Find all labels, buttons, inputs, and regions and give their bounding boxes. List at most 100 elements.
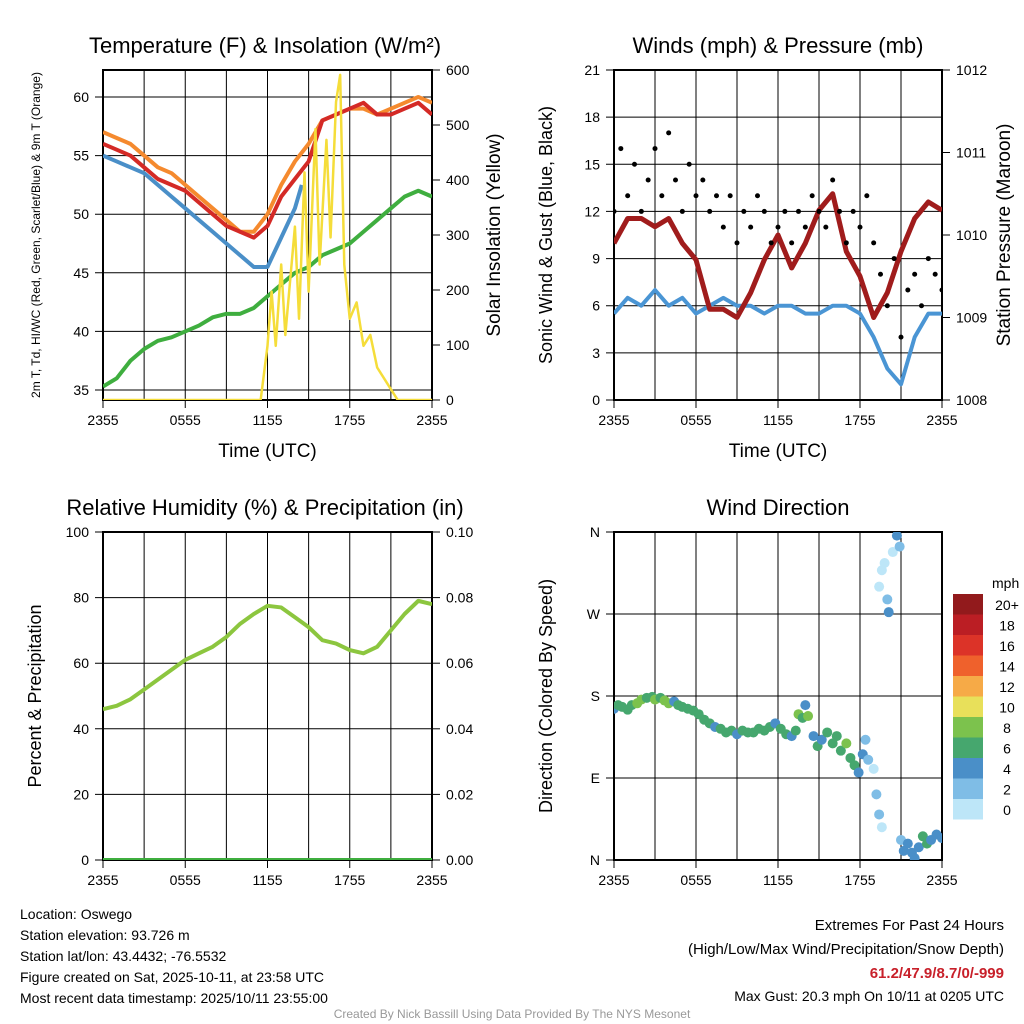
wind-direction-point <box>887 547 898 558</box>
gust-point <box>693 193 699 199</box>
gust-point <box>632 161 637 167</box>
x-tick-label: 0555 <box>170 872 201 888</box>
y-tick-label: N <box>590 524 600 540</box>
plot-frame <box>613 531 943 861</box>
wind-direction-point <box>902 838 913 849</box>
series-line-relative-humidity <box>103 598 432 712</box>
wind-direction-point <box>917 831 928 842</box>
legend-swatch <box>953 778 983 799</box>
gust-point <box>614 208 617 214</box>
x-tick-label: 0555 <box>170 412 201 428</box>
series-line-station-pressure <box>614 191 942 320</box>
x-tick-label: 1755 <box>844 872 875 888</box>
wind-direction-point <box>871 789 882 800</box>
plot-frame <box>613 69 943 401</box>
legend-label: 2 <box>1003 782 1011 798</box>
elevation-text: Station elevation: 93.726 m <box>20 927 190 943</box>
y-tick-label: 55 <box>73 148 89 164</box>
series-line-solar-insolation <box>103 73 432 400</box>
y-tick-label: W <box>587 606 601 622</box>
y2-tick-label: 100 <box>446 337 470 353</box>
wind-direction-point <box>803 711 814 722</box>
gust-point <box>625 193 631 199</box>
plot-frame <box>102 69 433 401</box>
series-group <box>103 73 432 400</box>
gust-point <box>898 334 904 340</box>
legend-swatch <box>953 676 983 697</box>
legend-label: 10 <box>999 700 1015 716</box>
legend-label: 18 <box>999 618 1015 634</box>
gust-point <box>638 208 644 214</box>
y2-tick-label: 300 <box>446 227 470 243</box>
extremes-title: Extremes For Past 24 Hours <box>814 917 1004 934</box>
extremes-subtitle: (High/Low/Max Wind/Precipitation/Snow De… <box>688 941 1004 958</box>
gust-point <box>884 303 890 309</box>
wind-direction-point <box>827 738 838 749</box>
panel-title: Winds (mph) & Pressure (mb) <box>633 33 924 58</box>
legend-swatch <box>953 799 983 820</box>
wind-direction-point <box>909 853 920 860</box>
wind-direction-point <box>891 532 902 541</box>
y-tick-label: 3 <box>592 345 600 361</box>
gust-point <box>802 224 808 230</box>
y-tick-label: E <box>591 770 600 786</box>
gust-point <box>714 193 719 199</box>
y2-tick-label: 0.06 <box>446 655 473 671</box>
gust-point <box>823 224 829 230</box>
x-tick-label: 2355 <box>87 872 118 888</box>
panel-3: Relative Humidity (%) & Precipitation (i… <box>25 495 473 888</box>
wind-direction-point <box>860 734 871 745</box>
legend-swatch <box>953 696 983 717</box>
wind-direction-point <box>831 731 842 742</box>
x-tick-label: 0555 <box>680 872 711 888</box>
gust-point <box>707 208 713 214</box>
y-tick-label: 18 <box>584 109 600 125</box>
gust-point <box>871 240 877 246</box>
y-tick-label: S <box>591 688 600 704</box>
recent-data-text: Most recent data timestamp: 2025/10/11 2… <box>20 990 328 1006</box>
x-tick-label: 1755 <box>334 412 365 428</box>
y2-axis-label: Solar Insolation (Yellow) <box>484 133 505 336</box>
series-line-2m-t <box>103 100 432 240</box>
y-tick-label: 50 <box>73 206 89 222</box>
gust-point <box>700 177 706 183</box>
gust-point <box>939 287 942 293</box>
legend-label: 12 <box>999 679 1015 695</box>
panel-title: Wind Direction <box>706 495 849 520</box>
wind-direction-point <box>876 822 887 833</box>
x-tick-label: 1155 <box>252 872 282 888</box>
series-line-2m-td <box>103 188 432 389</box>
gust-point <box>686 161 692 167</box>
legend-label: 6 <box>1003 741 1011 757</box>
gust-point <box>618 146 624 152</box>
x-axis-label: Time (UTC) <box>729 441 828 462</box>
x-tick-label: 1755 <box>334 872 365 888</box>
y2-tick-label: 0.00 <box>446 852 473 868</box>
gust-point <box>925 256 931 262</box>
y-tick-label: 40 <box>73 721 89 737</box>
wind-direction-point <box>913 842 924 853</box>
gust-point <box>645 177 651 183</box>
legend-swatch <box>953 737 983 758</box>
y-axis-label: Direction (Colored By Speed) <box>536 579 556 813</box>
location-text: Location: Oswego <box>20 906 133 922</box>
x-tick-label: 1155 <box>763 412 793 428</box>
legend-label: 8 <box>1003 720 1011 736</box>
y-tick-label: 80 <box>73 590 89 606</box>
panel-title: Temperature (F) & Insolation (W/m²) <box>89 33 441 58</box>
legend-label: 14 <box>999 659 1015 675</box>
gust-point <box>679 208 685 214</box>
x-tick-label: 0555 <box>680 412 711 428</box>
legend-label: 20+ <box>995 597 1019 613</box>
y2-tick-label: 0.04 <box>446 721 473 737</box>
gust-point <box>782 208 788 214</box>
legend-swatch <box>953 655 983 676</box>
wind-direction-point <box>790 725 801 736</box>
y-tick-label: 40 <box>73 323 89 339</box>
gust-point <box>659 193 665 199</box>
x-tick-label: 1755 <box>844 412 875 428</box>
y-axis-label: Sonic Wind & Gust (Blue, Black) <box>536 106 556 364</box>
gust-point <box>666 130 672 136</box>
y-tick-label: 60 <box>73 655 89 671</box>
